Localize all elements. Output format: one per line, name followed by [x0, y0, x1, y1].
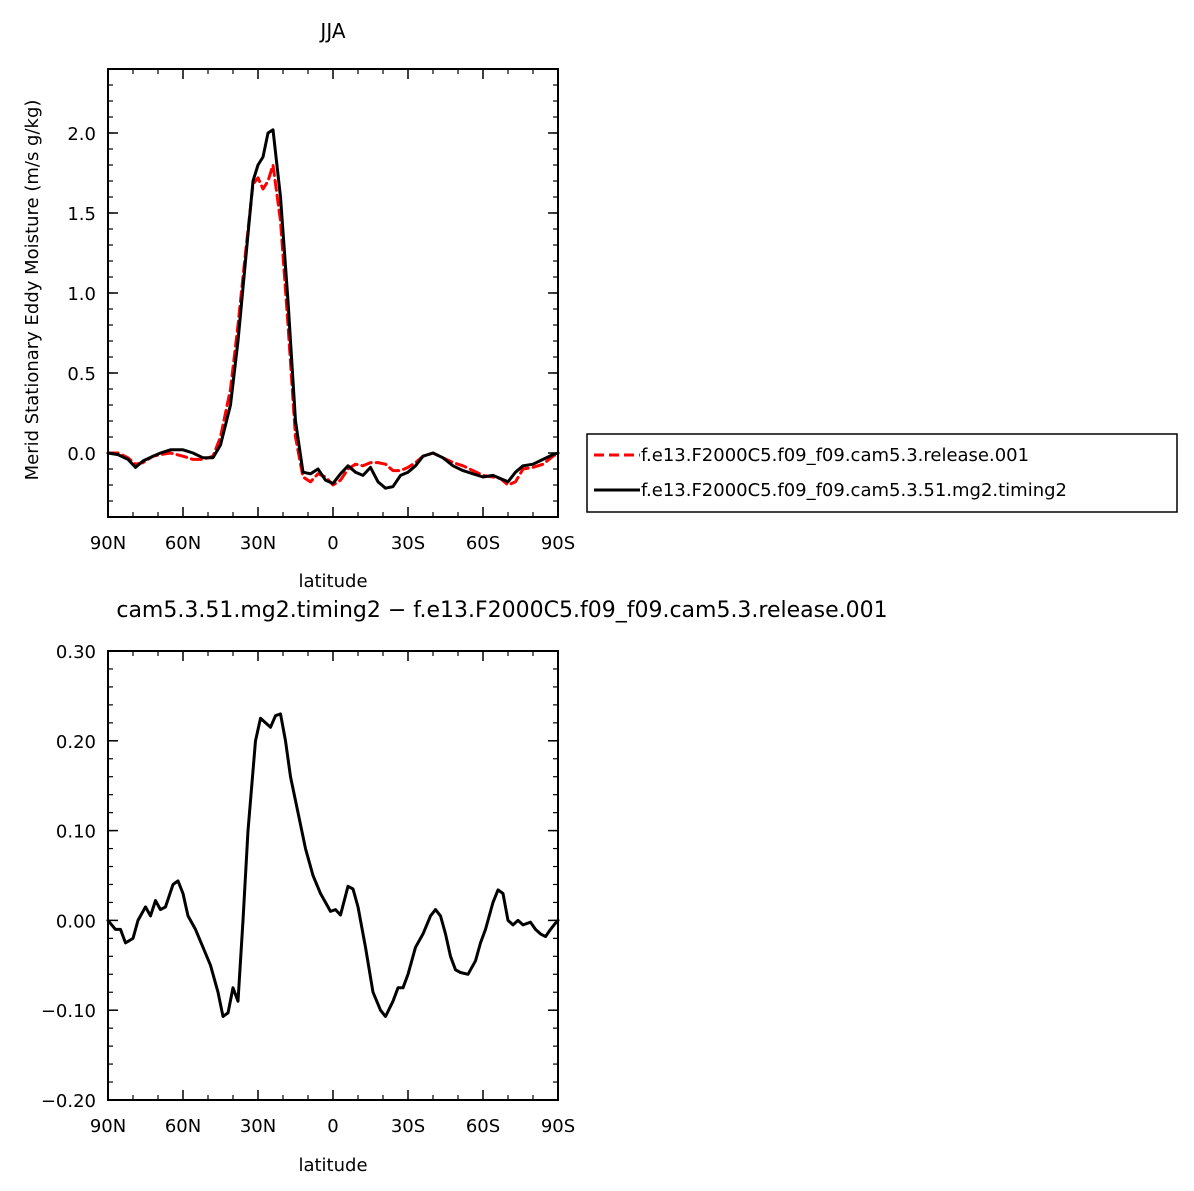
top-x-tick-label: 90S — [541, 533, 575, 554]
top-plot-frame — [107, 68, 559, 518]
top-x-tick-label: 30S — [391, 533, 425, 554]
top-x-axis-label: latitude — [298, 571, 367, 592]
top-plot-area: 90N 60N 30N 0 30S 60S 90S 0.0 0.5 1.0 1.5 2.0 — [67, 69, 575, 554]
bottom-x-tick-label: 60N — [165, 1116, 201, 1137]
bottom-y-tick-label: 0.10 — [56, 822, 96, 843]
top-legend: f.e13.F2000C5.f09_f09.cam5.3.release.001… — [586, 433, 1178, 513]
top-series-line-0 — [106, 163, 560, 487]
top-y-axis-label: Merid Stationary Eddy Moisture (m/s g/kg… — [22, 100, 43, 481]
legend-label-control: f.e13.F2000C5.f09_f09.cam5.3.release.001 — [641, 445, 1029, 466]
bottom-x-tick-label: 30S — [391, 1116, 425, 1137]
bottom-series-line-0 — [106, 712, 560, 1018]
top-y-tick-label: 2.0 — [67, 124, 96, 145]
bottom-x-tick-label: 0 — [327, 1116, 338, 1137]
bottom-y-tick-label: 0.30 — [56, 642, 96, 663]
bottom-x-tick-label: 60S — [466, 1116, 500, 1137]
top-panel: JJA Merid Stationary Eddy Moisture (m/s … — [22, 19, 1178, 592]
top-chart-title: JJA — [318, 19, 345, 43]
bottom-plot-frame — [107, 650, 559, 1101]
top-y-tick-label: 0.5 — [67, 364, 96, 385]
top-x-tick-label: 60S — [466, 533, 500, 554]
bottom-y-tick-label: −0.10 — [41, 1001, 96, 1022]
top-x-tick-label: 0 — [327, 533, 338, 554]
top-x-tick-label: 30N — [240, 533, 276, 554]
top-y-tick-label: 0.0 — [67, 444, 96, 465]
top-x-tick-label: 60N — [165, 533, 201, 554]
legend-box — [586, 433, 1178, 513]
top-x-tick-label: 90N — [90, 533, 126, 554]
top-y-tick-label: 1.5 — [67, 204, 96, 225]
bottom-y-tick-label: 0.00 — [56, 911, 96, 932]
bottom-x-tick-label: 30N — [240, 1116, 276, 1137]
bottom-x-tick-label: 90S — [541, 1116, 575, 1137]
bottom-panel: cam5.3.51.mg2.timing2 − f.e13.F2000C5.f0… — [41, 598, 888, 1176]
legend-label-test: f.e13.F2000C5.f09_f09.cam5.3.51.mg2.timi… — [641, 480, 1067, 501]
bottom-y-tick-label: −0.20 — [41, 1091, 96, 1112]
top-series-line-1 — [106, 128, 560, 490]
bottom-y-tick-label: 0.20 — [56, 732, 96, 753]
bottom-chart-title: cam5.3.51.mg2.timing2 − f.e13.F2000C5.f0… — [116, 598, 887, 623]
bottom-x-axis-label: latitude — [298, 1155, 367, 1176]
bottom-plot-area: 90N 60N 30N 0 30S 60S 90S −0.20 −0.10 0.00 0.10 0.2… — [41, 642, 575, 1137]
bottom-x-tick-label: 90N — [90, 1116, 126, 1137]
top-y-tick-label: 1.0 — [67, 284, 96, 305]
